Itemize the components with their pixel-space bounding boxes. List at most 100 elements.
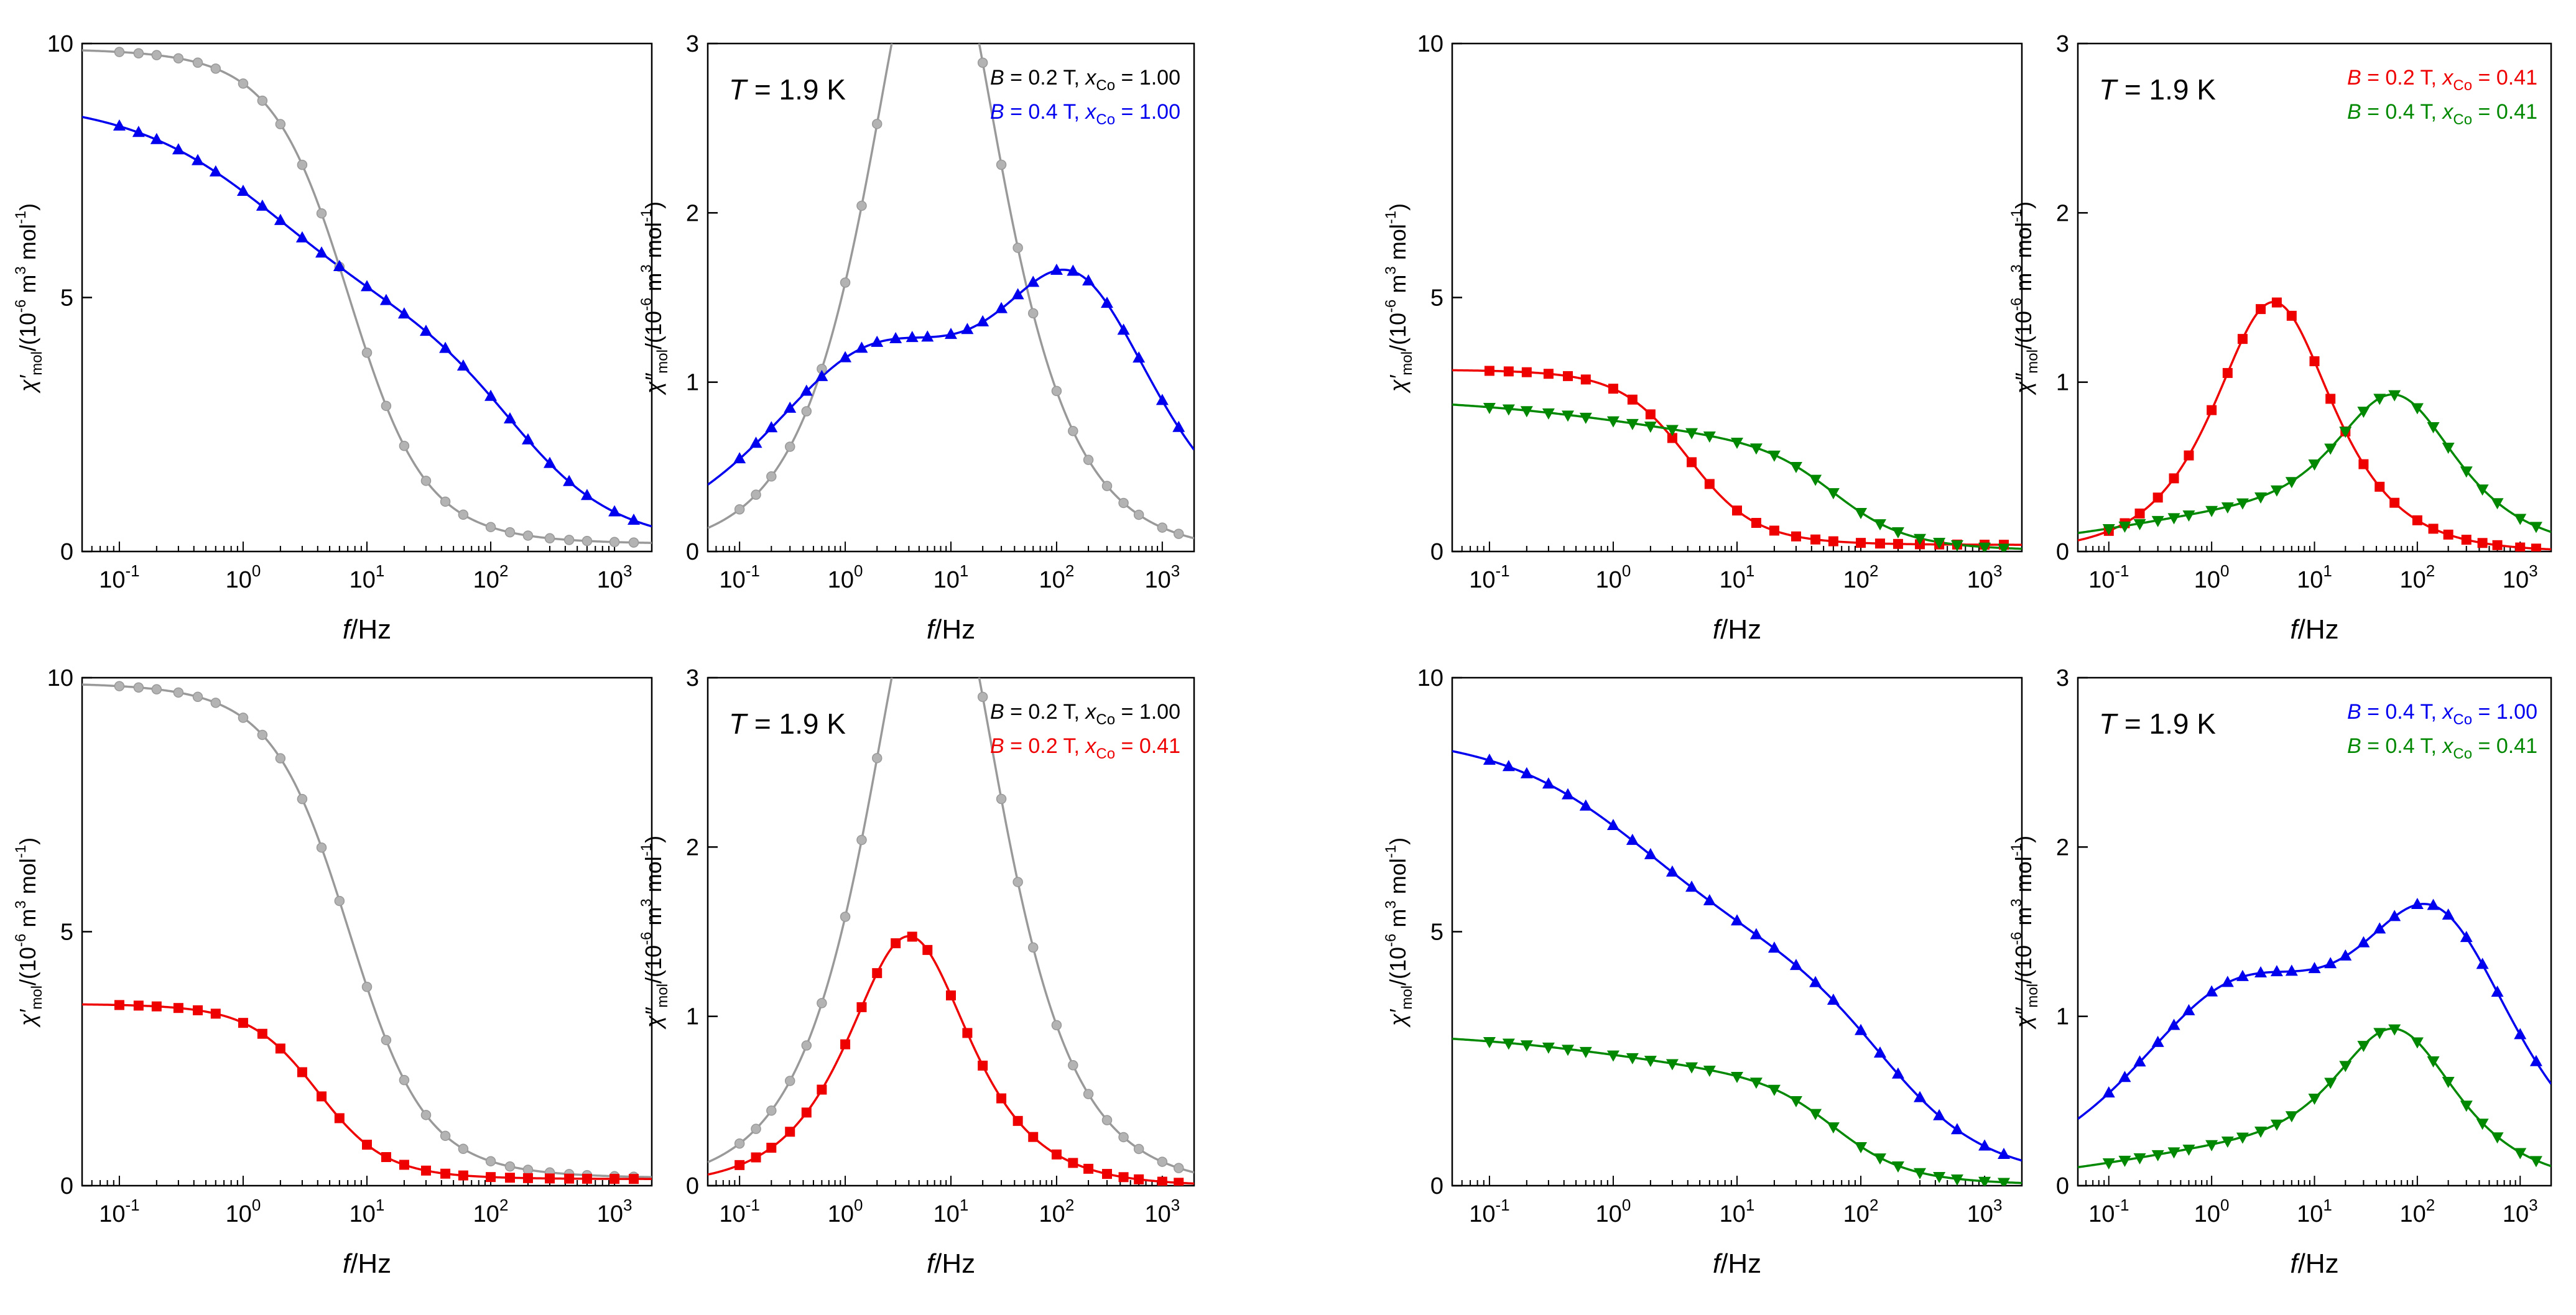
data-point-red [1608,384,1618,394]
data-point-green [1483,1036,1496,1048]
data-point-blue [397,307,410,319]
data-point-blue [1749,928,1763,939]
x-tick-label: 100 [226,1196,261,1227]
data-point-green [2476,1119,2489,1130]
data-point-green [1768,450,1781,462]
data-point-gray [275,119,286,129]
data-point-blue [839,351,852,362]
data-point-green [2373,1028,2386,1040]
x-tick-label: 103 [2503,561,2538,593]
data-point-gray [275,753,286,764]
data-point-blue [2205,985,2218,997]
data-point-green [1749,443,1763,455]
data-point-red [1484,366,1494,376]
data-point-green [1644,422,1657,433]
data-point-green [2167,1147,2180,1159]
data-point-gray [334,895,345,907]
x-tick-label: 10-1 [99,561,139,593]
data-point-gray [996,793,1007,805]
x-tick-label: 10-1 [2088,561,2129,593]
data-point-green [1789,1096,1802,1108]
data-point-blue [945,328,957,339]
y-axis-label: χ″mol/(10-6 m3 mol-1) [2008,836,2041,1030]
data-point-green [2221,502,2234,514]
data-point-gray [1118,1132,1129,1143]
data-point-gray [856,200,867,211]
data-point-blue [1731,914,1743,926]
y-tick-label: 0 [686,1173,699,1199]
data-point-gray [1133,1143,1144,1155]
data-point-gray [856,834,867,846]
x-tick-label: 102 [1843,561,1879,593]
chart-panel-d: 0 1 2 3 10-1 100 101 102 103 f/Hz χ″mol/(10-6 m3 m… [2008,31,2552,645]
data-point-red [1521,367,1532,377]
data-point-green [2529,522,2542,533]
data-point-red [1856,538,1866,548]
data-point-blue [132,126,145,137]
data-point-blue [608,505,621,517]
data-point-red [2286,310,2297,321]
data-point-red [2184,450,2194,461]
data-point-red [907,931,917,942]
data-point-blue [1768,941,1781,953]
data-point-gray [817,998,827,1008]
data-point-gray [1173,528,1184,539]
data-point-red [133,1000,144,1011]
temperature-label: T = 1.9 K [729,73,846,106]
data-point-red [1101,1169,1112,1179]
data-point-blue [1606,819,1619,831]
y-tick-label: 0 [60,539,73,565]
data-point-green [1950,540,1963,551]
data-point-green [2133,1153,2146,1165]
data-point-red [1118,1172,1129,1183]
y-tick-label: 10 [1417,31,1443,57]
data-point-blue [976,315,989,326]
plot-area [2078,898,2551,1170]
plot-frame [81,676,653,1187]
data-point-blue [815,369,828,381]
data-point-red [2325,394,2336,404]
data-point-gray [485,1156,496,1166]
data-point-blue [236,185,249,196]
data-point-red [2515,542,2526,551]
data-point-red [1874,538,1885,549]
data-point-green [2427,422,2440,434]
data-point-red [2207,405,2217,415]
data-point-green [2442,443,2455,454]
data-point-red [734,1160,745,1170]
y-axis-label: χ′mol/(10-6 m3 mol-1) [12,203,45,394]
data-point-red [1174,1178,1184,1186]
data-point-red [2256,304,2266,315]
y-tick-label: 3 [686,31,699,57]
x-tick-label: 10-1 [719,1196,759,1227]
data-point-green [1827,488,1840,500]
y-axis-label: χ″mol/(10-6 m3 mol-1) [2008,201,2041,395]
data-point-red [458,1170,468,1181]
data-point-green [1562,410,1575,422]
data-point-gray [977,57,988,68]
data-point-blue [889,331,902,343]
legend-entry: B = 0.4 T, xCo = 0.41 [2347,100,2537,128]
data-point-green [2182,1144,2195,1156]
data-point-gray [504,527,516,538]
data-point-red [2358,459,2369,469]
data-point-green [2118,521,2131,533]
legend-entry: B = 0.2 T, xCo = 0.41 [990,734,1180,762]
data-point-gray [399,440,410,451]
data-point-blue [1644,847,1657,859]
data-point-gray [1027,942,1039,953]
data-point-red [1083,1163,1094,1174]
data-point-blue [2270,965,2283,977]
data-point-green [1998,543,2010,551]
data-point-red [978,1060,988,1071]
x-tick-label: 102 [1039,561,1075,593]
data-point-green [2118,1155,2131,1167]
data-point-blue [628,513,641,525]
x-tick-label: 100 [226,561,261,593]
data-point-red [173,1003,183,1013]
data-point-green [1542,1042,1555,1054]
data-point-red [891,938,901,949]
data-point-blue [1789,959,1802,971]
plot-frame [1451,42,2023,553]
data-point-gray [1083,1089,1094,1099]
